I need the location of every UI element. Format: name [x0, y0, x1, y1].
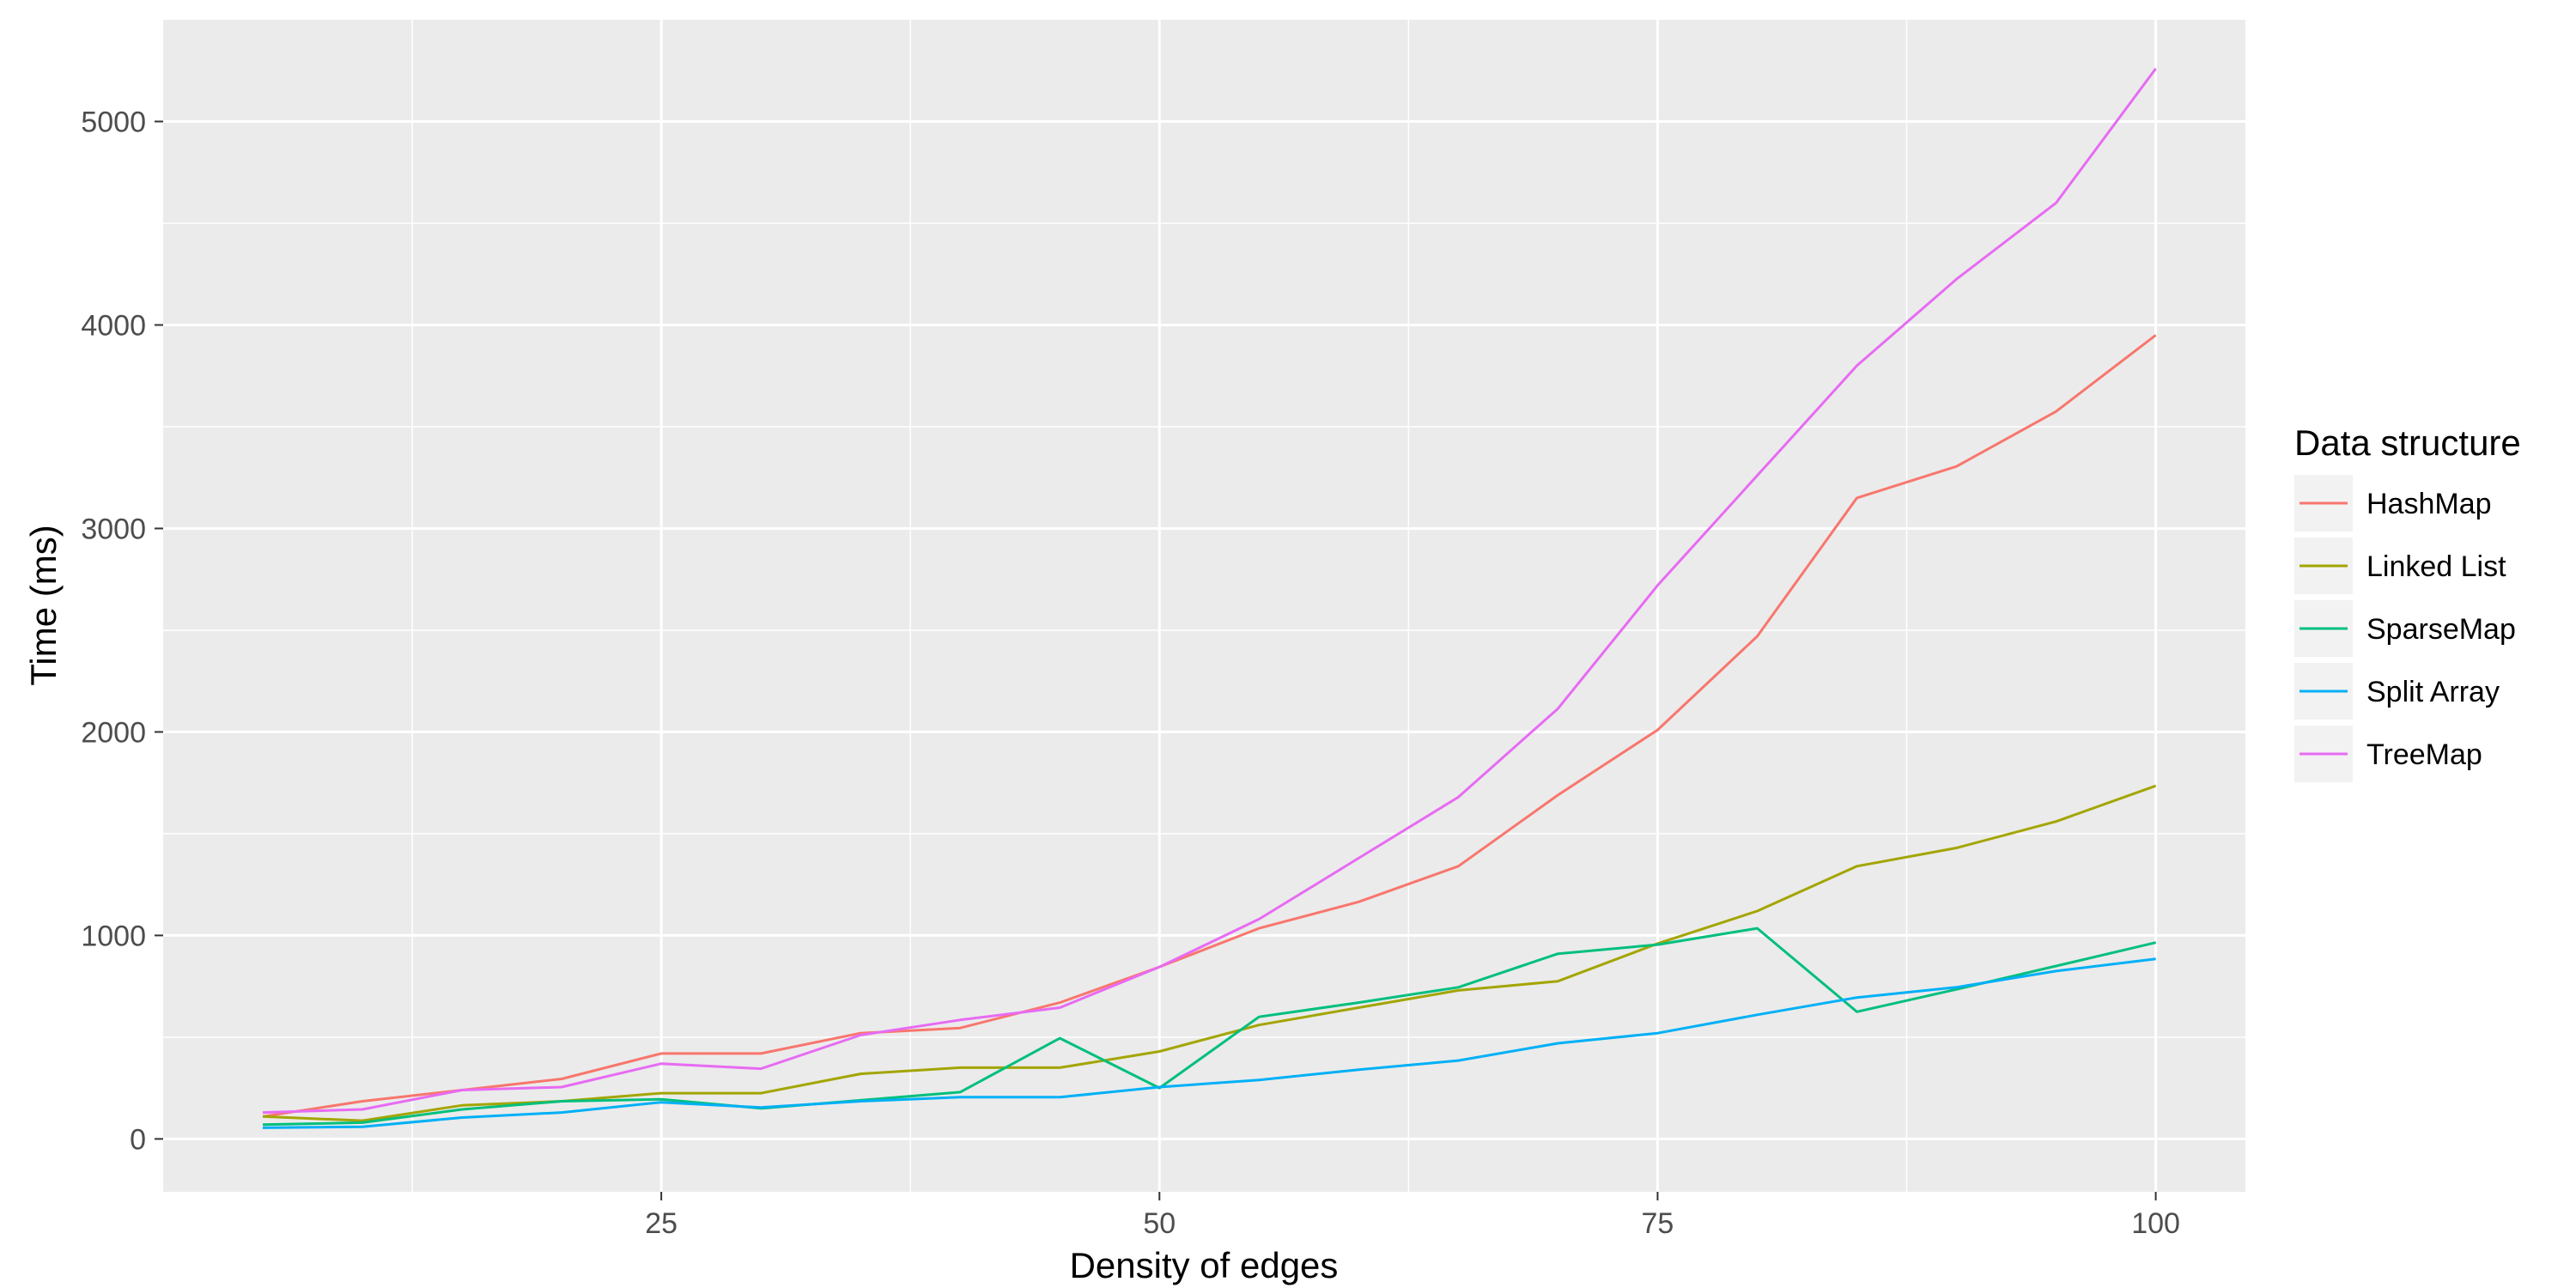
- grid-minor: [163, 20, 2245, 1192]
- x-tick-label: 50: [1143, 1207, 1176, 1240]
- legend: Data structure HashMap Linked List SparseM…: [2294, 422, 2521, 782]
- legend-label-hashmap: HashMap: [2366, 488, 2492, 520]
- series-lines: [262, 68, 2157, 1129]
- x-tick-label: 25: [645, 1207, 677, 1240]
- x-tick-label: 75: [1642, 1207, 1674, 1240]
- legend-label-sparsemap: SparseMap: [2366, 613, 2516, 646]
- y-tick-label: 2000: [81, 716, 146, 749]
- series-line-treemap: [262, 68, 2157, 1115]
- y-tick-label: 3000: [81, 513, 146, 545]
- y-tick-label: 4000: [81, 309, 146, 342]
- legend-label-linked-list: Linked List: [2366, 550, 2506, 583]
- legend-title: Data structure: [2294, 422, 2521, 463]
- series-line-sparsemap: [262, 927, 2156, 1127]
- legend-items: HashMap Linked List SparseMap Split Array Tr…: [2294, 475, 2516, 782]
- legend-label-treemap: TreeMap: [2366, 738, 2482, 771]
- y-tick-label: 5000: [81, 106, 146, 138]
- y-tick-label: 0: [130, 1123, 146, 1156]
- y-axis-title: Time (ms): [23, 525, 64, 685]
- panel-background: [163, 20, 2245, 1192]
- series-line-hashmap: [262, 334, 2157, 1118]
- x-tick-label: 100: [2131, 1207, 2180, 1240]
- y-axis: 0 1000 2000 3000 4000 5000: [81, 106, 163, 1156]
- series-line-split-array: [262, 957, 2156, 1129]
- grid-major: [163, 20, 2245, 1192]
- x-axis-title: Density of edges: [1070, 1245, 1339, 1285]
- legend-label-split-array: Split Array: [2366, 676, 2500, 708]
- y-tick-label: 1000: [81, 920, 146, 952]
- x-axis: 25 50 75 100: [645, 1192, 2180, 1240]
